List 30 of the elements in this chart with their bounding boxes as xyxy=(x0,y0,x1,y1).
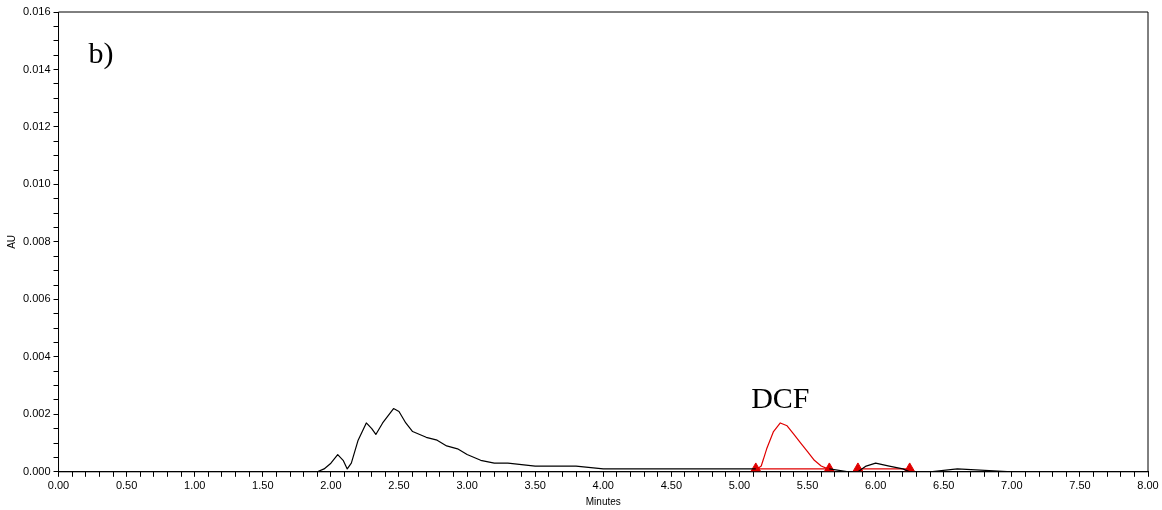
x-tick-label: 4.50 xyxy=(660,479,683,492)
x-tick-label: 2.50 xyxy=(388,479,410,492)
x-tick-label: 1.50 xyxy=(252,479,274,492)
x-tick-label: 6.00 xyxy=(864,479,887,492)
x-tick-label: 4.00 xyxy=(592,479,614,492)
y-tick-label: 0.004 xyxy=(23,349,51,362)
x-tick-label: 7.00 xyxy=(1001,479,1023,492)
y-tick-label: 0.016 xyxy=(23,5,51,18)
x-tick-label: 0.00 xyxy=(47,479,70,492)
y-tick-label: 0.002 xyxy=(23,407,51,420)
x-tick-label: 8.00 xyxy=(1137,479,1159,492)
x-tick-label: 6.50 xyxy=(933,479,955,492)
annotation: b) xyxy=(88,35,114,70)
y-tick-label: 0.012 xyxy=(23,119,51,132)
x-tick-label: 2.00 xyxy=(320,479,342,492)
x-tick-label: 5.50 xyxy=(796,479,819,492)
x-tick-label: 0.50 xyxy=(115,479,138,492)
x-axis-title: Minutes xyxy=(585,495,621,507)
y-tick-label: 0.010 xyxy=(23,177,51,190)
x-tick-label: 7.50 xyxy=(1069,479,1091,492)
annotation: DCF xyxy=(751,380,810,414)
y-tick-label: 0.008 xyxy=(23,234,51,247)
x-tick-label: 1.00 xyxy=(184,479,206,492)
y-tick-label: 0.000 xyxy=(23,464,51,477)
y-tick-label: 0.006 xyxy=(23,292,51,305)
y-tick-label: 0.014 xyxy=(23,62,51,75)
y-axis-title: AU xyxy=(5,234,17,249)
x-tick-label: 3.00 xyxy=(456,479,478,492)
x-tick-label: 5.00 xyxy=(728,479,751,492)
x-tick-label: 3.50 xyxy=(524,479,546,492)
